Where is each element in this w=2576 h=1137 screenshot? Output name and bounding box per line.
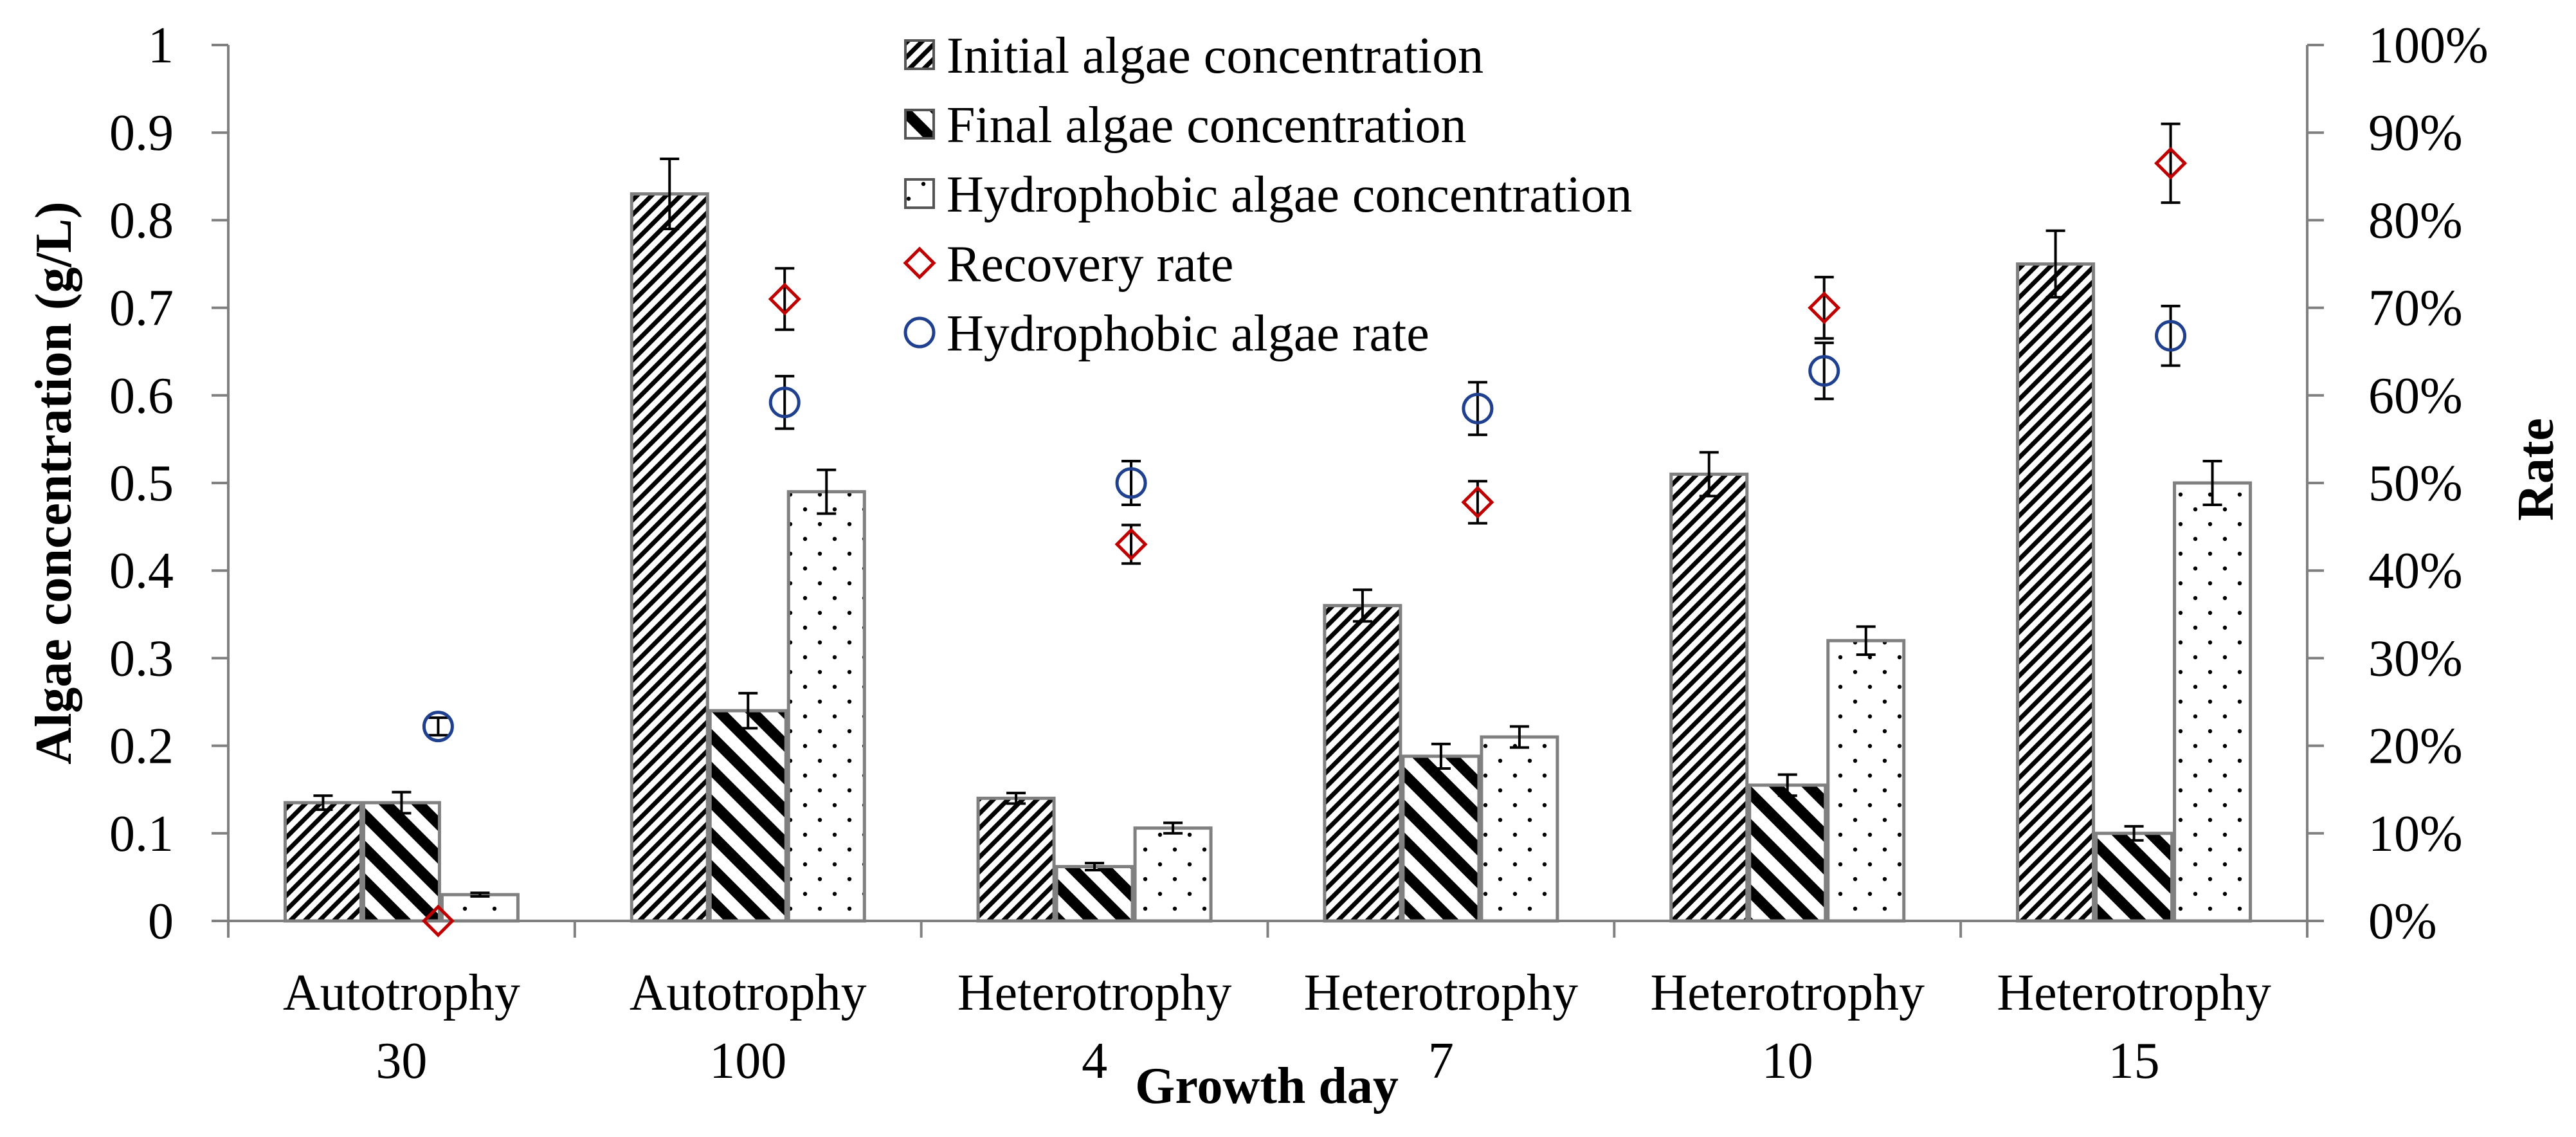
recovery-rate-marker [768,282,801,316]
y2-tick-label: 60% [2368,368,2463,424]
bar [283,801,363,923]
y2-tick-label: 0% [2368,893,2437,950]
x-category-label: 7 [1428,1033,1454,1089]
y2-tick-label: 90% [2368,105,2463,161]
recovery-rate-marker [1114,527,1148,561]
y2-tick-label: 70% [2368,280,2463,337]
legend-circle-marker [903,316,936,349]
y2-tick-label: 50% [2368,455,2463,512]
x-category-label: 30 [376,1033,427,1089]
y2-tick-label: 30% [2368,630,2463,687]
y-tick-label: 0.1 [109,806,174,862]
bar [976,796,1056,923]
legend-label: Recovery rate [947,236,1233,293]
hydrophobic-rate-marker [1462,392,1494,424]
x-category-label: 100 [709,1033,786,1089]
legend-label: Initial algae concentration [947,28,1483,84]
y-tick-label: 0.4 [109,543,174,599]
hydrophobic-rate-marker [422,711,454,743]
hydrophobic-rate-marker [1808,355,1840,387]
y-tick-label: 0.6 [109,368,174,424]
y-tick-label: 0.3 [109,630,174,687]
y-tick-label: 1 [148,17,174,74]
bar [1480,735,1559,923]
bar [630,192,709,923]
legend-label: Hydrophobic algae concentration [947,167,1632,223]
y-tick-label: 0.2 [109,718,174,775]
y-axis-ticks: 0 0.1 0.2 0.3 0.4 0.5 0.6 0.7 0.8 0.9 1 [109,17,228,950]
legend-swatch [904,39,935,70]
x-category-label: Heterotrophy [957,965,1232,1021]
legend: Initial algae concentration Final algae c… [903,28,1632,362]
bar [2016,262,2096,923]
x-category-label: Heterotrophy [1997,965,2271,1021]
legend-label: Hydrophobic algae rate [947,305,1429,362]
bar [708,709,788,923]
x-category-label: Autotrophy [283,965,520,1021]
rate-markers [421,122,2188,938]
y2-tick-label: 20% [2368,718,2463,775]
bars [283,158,2253,923]
bar [1748,783,1828,923]
bar [1826,639,1906,923]
bar [1401,754,1481,923]
y-tick-label: 0.7 [109,280,174,337]
x-category-label: Heterotrophy [1650,965,1925,1021]
bar [1669,472,1749,923]
hydrophobic-rate-marker [2155,320,2187,352]
legend-swatch [904,109,935,140]
y2-axis-ticks: 0% 10% 20% 30% 40% 50% 60% 70% 80% 90% 100% [2307,17,2489,950]
y2-tick-label: 80% [2368,192,2463,249]
recovery-rate-marker [1808,291,1841,325]
y2-tick-label: 40% [2368,543,2463,599]
bar [786,490,866,923]
y-tick-label: 0.5 [109,455,174,512]
y2-axis-title: Rate [2508,418,2564,521]
x-category-label: 10 [1762,1033,1813,1089]
x-category-label: Autotrophy [630,965,867,1021]
bar [1133,826,1213,923]
bar [440,893,520,923]
x-category-label: 4 [1082,1033,1107,1089]
bar [2094,832,2174,923]
legend-label: Final algae concentration [947,97,1467,154]
x-axis-title: Growth day [1135,1058,1399,1114]
y-tick-label: 0.8 [109,192,174,249]
x-axis-ticks: Autotrophy 30 Autotrophy 100 Heterotrophy 4 He… [227,921,2308,1089]
legend-diamond-marker [903,246,936,280]
hydrophobic-rate-marker [768,387,801,419]
bar [1055,865,1134,923]
bar [1323,604,1402,923]
y-axis-title: Algae concentration (g/L) [26,201,82,764]
recovery-rate-marker [2154,147,2188,180]
y-tick-label: 0.9 [109,105,174,161]
legend-swatch [904,178,935,209]
bar [2173,481,2253,923]
bar [361,801,441,923]
recovery-rate-marker [1461,486,1494,519]
x-category-label: Heterotrophy [1304,965,1579,1021]
hydrophobic-rate-marker [1115,467,1147,499]
recovery-rate-marker [421,904,455,938]
y2-tick-label: 100% [2368,17,2489,74]
x-category-label: 15 [2109,1033,2160,1089]
y2-tick-label: 10% [2368,806,2463,862]
y-tick-label: 0 [148,893,174,950]
